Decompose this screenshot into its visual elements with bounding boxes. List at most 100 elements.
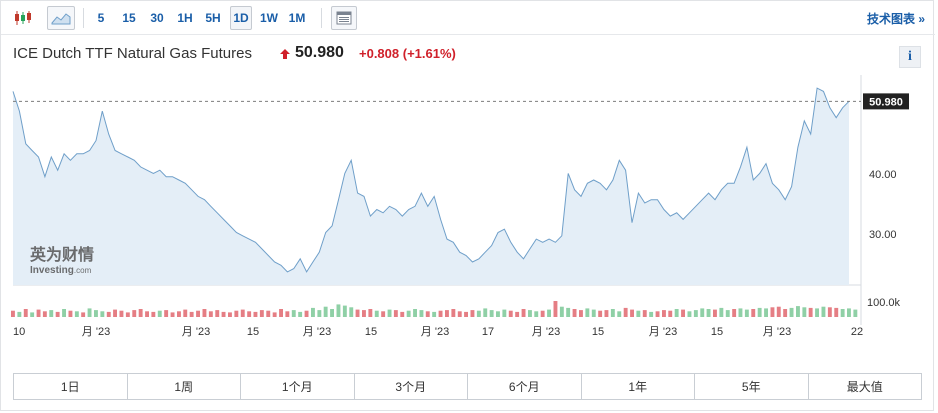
volume-bar xyxy=(145,311,149,317)
interval-1w[interactable]: 1W xyxy=(260,11,278,25)
volume-bar xyxy=(521,309,526,317)
volume-bar xyxy=(221,311,226,317)
volume-bar xyxy=(157,310,162,317)
volume-bar xyxy=(413,309,417,317)
range-max[interactable]: 最大值 xyxy=(846,380,883,394)
volume-bar xyxy=(304,310,309,317)
x-tick-label: 15 xyxy=(592,326,604,338)
x-tick-label: 10 xyxy=(13,326,25,338)
interval-1m[interactable]: 1M xyxy=(288,11,306,25)
range-6-months[interactable]: 6个月 xyxy=(468,374,582,399)
interval-15[interactable]: 15 xyxy=(122,11,136,25)
x-tick-label: 17 xyxy=(482,326,494,338)
price-line xyxy=(12,87,850,273)
volume-bar xyxy=(700,308,705,317)
technical-chart-link[interactable]: 技术图表 » xyxy=(866,12,925,26)
y-tick-label: 30.00 xyxy=(869,229,897,241)
range-1-year[interactable]: 1年 xyxy=(582,374,695,399)
range-1-day[interactable]: 1日 xyxy=(14,374,128,399)
volume-bar xyxy=(336,304,341,317)
volume-bar xyxy=(840,309,845,317)
volume-bar xyxy=(438,310,443,317)
volume-bar xyxy=(553,301,558,317)
info-button[interactable]: i xyxy=(899,46,921,68)
volume-bar xyxy=(598,310,603,317)
range-1-week[interactable]: 1周 xyxy=(128,374,241,399)
volume-bar xyxy=(630,309,634,317)
volume-bar xyxy=(464,311,468,317)
volume-bar xyxy=(719,307,724,317)
volume-bar xyxy=(311,307,315,317)
volume-bar xyxy=(259,310,264,317)
volume-bar xyxy=(489,310,494,317)
range-3-months[interactable]: 3个月 xyxy=(355,374,468,399)
area-chart-icon[interactable] xyxy=(47,6,75,30)
range-1-month[interactable]: 1个月 xyxy=(241,374,355,399)
volume-bar xyxy=(419,310,424,317)
last-price-tag-label: 50.980 xyxy=(869,96,903,108)
instrument-title: ICE Dutch TTF Natural Gas Futures xyxy=(13,45,252,62)
volume-bar xyxy=(789,307,794,317)
volume-bar xyxy=(853,309,858,317)
volume-bar xyxy=(847,308,851,317)
volume-bar xyxy=(330,309,334,317)
volume-bar xyxy=(457,311,462,317)
volume-bar xyxy=(706,309,711,317)
price-chart[interactable]: 50.980 40.00 30.00 100.0k 10 月 '23 月 '23 15… xyxy=(1,75,935,345)
volume-bar xyxy=(502,309,507,317)
volume-bar xyxy=(30,312,35,317)
volume-bar xyxy=(668,310,673,317)
x-tick-label: 月 '23 xyxy=(82,326,110,338)
volume-bar xyxy=(374,310,379,317)
table-view-icon[interactable] xyxy=(331,6,357,30)
volume-bar xyxy=(285,311,290,317)
volume-bar xyxy=(515,311,520,317)
volume-bar xyxy=(113,309,117,317)
volume-bar xyxy=(49,310,54,317)
interval-1d[interactable]: 1D xyxy=(230,6,252,30)
volume-bar xyxy=(81,312,86,317)
volume-bar xyxy=(170,312,175,317)
x-tick-label: 月 '23 xyxy=(182,326,210,338)
volume-bar xyxy=(662,310,666,317)
volume-bar xyxy=(591,309,596,317)
volume-bar xyxy=(425,311,430,317)
volume-bar xyxy=(138,309,143,317)
interval-5h[interactable]: 5H xyxy=(205,11,221,25)
volume-bar xyxy=(381,311,386,317)
volume-bar xyxy=(323,306,328,317)
volume-bar xyxy=(106,311,111,317)
volume-bar xyxy=(362,310,366,317)
volume-bar xyxy=(62,309,66,317)
volume-bar xyxy=(291,310,296,317)
volume-bar xyxy=(834,307,839,317)
volume-bar xyxy=(572,309,577,317)
volume-bar xyxy=(764,308,768,317)
price-area xyxy=(13,88,849,285)
volume-bar xyxy=(540,310,545,317)
range-5-years[interactable]: 5年 xyxy=(695,374,809,399)
interval-5[interactable]: 5 xyxy=(97,11,105,25)
volume-bar xyxy=(215,310,220,317)
x-tick-label: 月 '23 xyxy=(649,326,677,338)
x-tick-label: 22 xyxy=(851,326,863,338)
volume-bar xyxy=(821,306,826,317)
volume-bar xyxy=(164,310,169,317)
volume-bar xyxy=(681,309,685,317)
volume-bar xyxy=(496,311,500,317)
interval-1h[interactable]: 1H xyxy=(177,11,193,25)
volume-bar xyxy=(279,309,283,317)
volume-bar xyxy=(355,309,360,317)
up-arrow-icon xyxy=(280,49,290,59)
volume-bar xyxy=(579,310,583,317)
interval-30[interactable]: 30 xyxy=(150,11,164,25)
volume-bar xyxy=(470,310,475,317)
volume-bar xyxy=(528,310,532,317)
volume-bar xyxy=(802,307,807,317)
volume-bar xyxy=(189,311,194,317)
volume-bar xyxy=(202,309,207,317)
volume-bar xyxy=(617,311,622,317)
volume-bar xyxy=(100,311,105,317)
candlestick-icon[interactable] xyxy=(9,6,37,30)
